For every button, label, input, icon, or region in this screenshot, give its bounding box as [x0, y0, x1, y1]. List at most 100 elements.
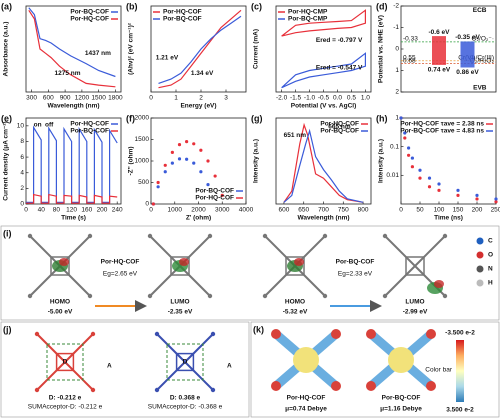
x-tick-label: 900: [60, 95, 71, 102]
x-tick-label: 4000: [239, 207, 254, 214]
molecule-core: [170, 256, 190, 276]
data-point: [206, 159, 210, 163]
legend-label: Por-BQ-COF: [70, 9, 109, 16]
molecule-end: [262, 293, 268, 299]
orbital-energy: -5.00 eV: [48, 309, 73, 316]
data-point: [151, 202, 155, 206]
molecule-arm: [184, 333, 214, 363]
molecule-end: [154, 331, 160, 337]
orbital-label: LUMO: [170, 299, 189, 306]
molecule-arm: [179, 265, 211, 297]
reference-name: O₂/H₂O₂: [470, 57, 495, 64]
x-tick-label: -1.0: [304, 95, 316, 102]
data-point: [494, 197, 498, 201]
molecule-end: [147, 293, 153, 299]
donor-charge: D: -0.212 e: [49, 395, 82, 402]
y-axis-label: Intensity (a.u.): [378, 139, 385, 183]
x-tick-label: 1: [174, 95, 178, 102]
x-tick-label: 50: [416, 207, 424, 214]
molecule-end: [34, 387, 40, 393]
y-tick-label: 0: [145, 201, 149, 208]
series-line: [283, 122, 364, 203]
x-tick-label: 800: [358, 207, 369, 214]
panel-label: (a): [1, 1, 12, 11]
legend-label: O: [488, 252, 493, 259]
x-tick-label: 2: [199, 95, 203, 102]
molecule-arm: [59, 265, 91, 297]
series-line: [283, 128, 364, 203]
y-tick-label: 2000: [135, 115, 150, 122]
x-tick-label: 1000: [168, 207, 183, 214]
annotation: 1.21 eV: [156, 54, 179, 61]
molecule-arm: [264, 265, 296, 297]
molecule-end: [382, 233, 388, 239]
data-point: [456, 193, 460, 197]
molecule-end: [322, 293, 328, 299]
x-tick-label: 650: [298, 207, 309, 214]
x-axis-label: Time (s): [61, 215, 86, 222]
molecule-arm: [64, 333, 94, 363]
data-point: [213, 174, 217, 178]
x-tick-label: 40: [38, 207, 46, 214]
data-point: [494, 200, 498, 204]
data-point: [410, 156, 414, 160]
legend-dot: [476, 265, 484, 273]
esp-end: [331, 329, 341, 339]
x-tick-label: 0.0: [333, 95, 342, 102]
legend-label: Por-BQ-CMP: [288, 16, 328, 23]
legend-label: Por-HQ-COF: [70, 16, 109, 23]
orbital: [59, 258, 69, 266]
data-point: [418, 176, 422, 180]
esp-core: [293, 347, 319, 373]
x-tick-label: -2.0: [276, 95, 288, 102]
molecule-arm: [64, 361, 94, 391]
molecule-end: [90, 387, 96, 393]
donor-charge: D: 0.368 e: [170, 395, 201, 402]
panel-frame: [0, 321, 250, 418]
molecule-arm: [414, 235, 446, 267]
y-tick-label: 1000: [135, 158, 150, 165]
molecule-end: [382, 293, 388, 299]
y-axis-label: Absorbance (a.u.): [3, 22, 10, 77]
donor-label: D: [63, 359, 68, 366]
molecule-end: [210, 331, 216, 337]
x-tick-label: 0: [24, 207, 28, 214]
panel-label: (f): [126, 113, 135, 123]
data-point: [475, 193, 479, 197]
y-tick-label: 8: [20, 138, 24, 145]
x-tick-label: -1.5: [290, 95, 302, 102]
data-point: [418, 168, 422, 172]
x-tick-label: 2000: [191, 207, 206, 214]
data-point: [163, 163, 167, 167]
molecule-arm: [384, 235, 416, 267]
esp-end: [271, 329, 281, 339]
data-point: [220, 193, 224, 197]
molecule-arm: [184, 361, 214, 391]
molecule-end: [442, 233, 448, 239]
x-tick-label: 150: [453, 207, 464, 214]
data-point: [177, 143, 182, 147]
esp-end: [426, 329, 436, 339]
molecule-end: [442, 293, 448, 299]
data-point: [410, 165, 414, 169]
donor-box: [46, 343, 84, 381]
legend-label: H: [488, 280, 493, 287]
band-bar: [460, 41, 475, 68]
legend-label: Por-BQ-COF: [320, 128, 359, 135]
compound-name: Por-BQ-COF: [336, 259, 375, 266]
x-axis-label: Time (ns): [434, 215, 463, 222]
band-gap: Eg=2.65 eV: [103, 271, 138, 278]
orbital-energy: -2.35 eV: [168, 309, 193, 316]
panel-label: (j): [3, 324, 12, 334]
panel-label: (d): [376, 1, 388, 11]
legend-label: Por-BQ-COF: [70, 128, 109, 135]
panel-label: (k): [253, 324, 264, 334]
panel-label: (h): [376, 113, 388, 123]
esp-end: [331, 381, 341, 391]
orbital: [434, 280, 444, 288]
annotation: Ered = -0.547 V: [316, 65, 363, 72]
colorbar-bottom: 3.500 e-2: [446, 407, 474, 414]
plot-frame: [25, 5, 122, 93]
dipole-moment: μ=0.74 Debye: [285, 406, 327, 413]
annotation: 665 nm: [328, 123, 351, 130]
